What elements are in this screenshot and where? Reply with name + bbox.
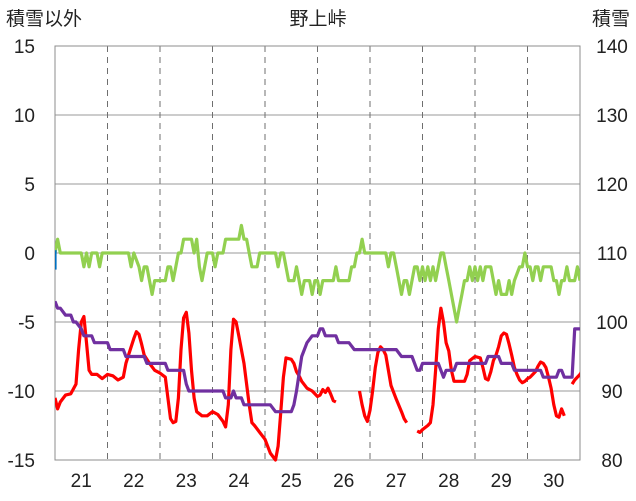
series-line-2 xyxy=(55,223,580,324)
y-tick-label: -15 xyxy=(8,451,35,472)
x-tick-label: 27 xyxy=(386,471,407,492)
right-axis-label: 積雪 xyxy=(592,8,630,30)
y-tick-label: 10 xyxy=(14,106,35,127)
left-axis-label: 積雪以外 xyxy=(6,8,82,30)
y2-tick-label: 100 xyxy=(596,313,628,334)
x-tick-label: 24 xyxy=(228,471,250,492)
x-tick-label: 21 xyxy=(71,471,92,492)
x-tick-label: 30 xyxy=(543,471,564,492)
x-tick-label: 26 xyxy=(333,471,354,492)
y-tick-label: 15 xyxy=(14,37,35,58)
y-tick-label: 0 xyxy=(24,244,35,265)
y2-tick-label: 80 xyxy=(601,451,622,472)
y2-tick-label: 120 xyxy=(596,175,628,196)
chart-title: 野上峠 xyxy=(289,8,346,30)
y2-tick-label: 110 xyxy=(597,244,627,265)
x-tick-label: 23 xyxy=(176,471,197,492)
x-tick-label: 28 xyxy=(438,471,459,492)
y-tick-label: -5 xyxy=(18,313,35,334)
grid xyxy=(55,45,580,461)
y2-tick-label: 90 xyxy=(601,382,622,403)
axis-labels: 15 140 10 130 5 120 0 110 -5 100 -10 90 -15 80 21 22 23 2… xyxy=(8,37,628,492)
series-layer xyxy=(55,223,580,462)
x-tick-label: 25 xyxy=(281,471,302,492)
series-group xyxy=(55,223,580,462)
y-tick-label: -10 xyxy=(8,382,35,403)
x-tick-label: 22 xyxy=(123,471,144,492)
y2-tick-label: 140 xyxy=(596,37,628,58)
x-tick-label: 29 xyxy=(491,471,512,492)
series-line-1 xyxy=(55,306,580,462)
y2-tick-label: 130 xyxy=(596,106,628,127)
y-tick-label: 5 xyxy=(24,175,35,196)
series-line-3 xyxy=(55,300,580,414)
